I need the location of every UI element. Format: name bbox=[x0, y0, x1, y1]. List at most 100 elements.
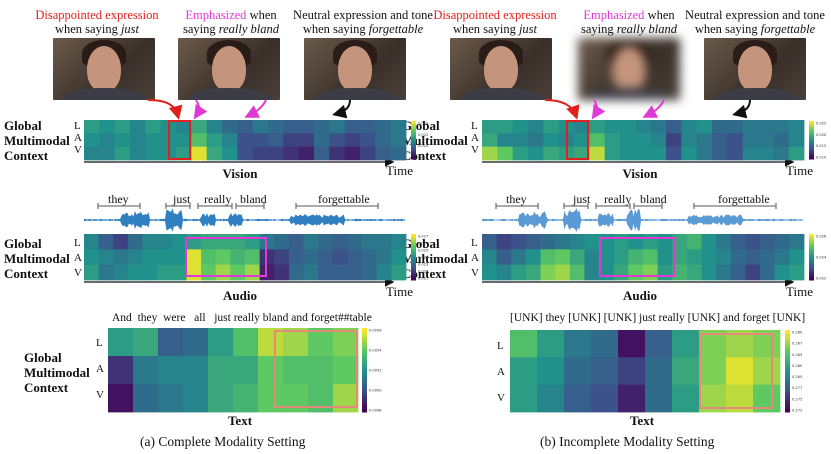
heatmap-cell-vision_left bbox=[176, 120, 192, 134]
heatmap-cell-audio_right bbox=[569, 264, 585, 281]
context-label-vision-left: Global Multimodal Context bbox=[4, 118, 70, 163]
heatmap-cell-text_left bbox=[208, 384, 234, 413]
heatmap-cell-vision_right bbox=[773, 120, 790, 134]
heatmap-cell-text_left bbox=[283, 384, 309, 413]
heatmap-cell-vision_right bbox=[528, 133, 544, 148]
heatmap-cell-vision_left bbox=[314, 146, 330, 161]
heatmap-cell-vision_left bbox=[176, 133, 192, 148]
colorbar-segment-vision_left bbox=[411, 136, 416, 139]
colorbar-segment-audio_left bbox=[411, 257, 416, 260]
heatmap-cell-text_right bbox=[672, 357, 700, 386]
text-tokens-left: And they were all just really bland and … bbox=[112, 312, 372, 324]
heatmap-cell-vision_right bbox=[482, 146, 498, 161]
heatmap-cell-vision_right bbox=[696, 146, 713, 161]
heatmap-cell-audio_right bbox=[672, 234, 688, 250]
colorbar-segment-text_left bbox=[362, 338, 367, 343]
colorbar-segment-vision_left bbox=[411, 125, 416, 128]
colorbar-segment-text_left bbox=[362, 363, 367, 367]
heatmap-cell-text_left bbox=[133, 384, 159, 413]
heatmap-cell-vision_left bbox=[360, 120, 376, 134]
audio-word-bland-right: bland bbox=[640, 192, 667, 206]
arrow-bland-right bbox=[642, 99, 665, 118]
heatmap-cell-text_left bbox=[208, 328, 234, 357]
time-label-audio-left: Time bbox=[386, 284, 413, 299]
colorbar-segment-text_right bbox=[785, 353, 790, 358]
heatmap-cell-text_right bbox=[564, 384, 592, 413]
heatmap-cell-audio_left bbox=[98, 249, 114, 266]
colorbar-segment-vision_left bbox=[411, 152, 416, 155]
colorbar-tick-label: 0.021 bbox=[418, 277, 428, 281]
colorbar-segment-vision_left bbox=[411, 149, 416, 152]
colorbar-segment-text_left bbox=[362, 387, 367, 392]
heatmap-cell-audio_right bbox=[672, 249, 688, 266]
heatmap-cell-audio_left bbox=[274, 249, 290, 266]
heatmap-cell-vision_left bbox=[84, 120, 100, 134]
heatmap-cell-audio_right bbox=[482, 249, 498, 266]
heatmap-cell-vision_left bbox=[222, 146, 238, 161]
heatmap-cell-text_right bbox=[618, 357, 646, 386]
colorbar-segment-audio_left bbox=[411, 249, 416, 252]
heatmap-cell-vision_right bbox=[497, 146, 514, 161]
heatmap-cell-audio_left bbox=[127, 234, 143, 250]
heatmap-cell-audio_left bbox=[274, 264, 290, 281]
heatmap-cell-audio_right bbox=[745, 234, 761, 250]
heatmap-cell-vision_left bbox=[268, 146, 284, 161]
heatmap-cell-vision_right bbox=[696, 120, 713, 134]
colorbar-tick-label: 0.267 bbox=[792, 342, 802, 346]
heatmap-cell-audio_left bbox=[274, 234, 290, 250]
heatmap-cell-audio_left bbox=[215, 264, 231, 281]
colorbar-tick-label: 0.027 bbox=[418, 235, 428, 239]
audio-word-they-left: they bbox=[108, 192, 129, 206]
text-title-right: Text bbox=[629, 413, 655, 428]
heatmap-cell-vision_left bbox=[298, 133, 315, 148]
colorbar-segment-audio_right bbox=[809, 234, 814, 237]
word-bracket-left bbox=[165, 203, 191, 209]
heatmap-cell-audio_left bbox=[303, 234, 319, 250]
heatmap-cell-vision_right bbox=[758, 146, 774, 161]
colorbar-segment-text_right bbox=[785, 401, 790, 406]
heatmap-cell-vision_right bbox=[512, 120, 529, 134]
caption-neutral-right: Neutral expression and tone when saying … bbox=[685, 8, 825, 36]
heatmap-cell-vision_left bbox=[314, 120, 330, 134]
arrow-bland-left bbox=[244, 99, 267, 118]
arrow-forgettable-left bbox=[332, 99, 351, 119]
heatmap-cell-vision_right bbox=[788, 146, 805, 161]
waveform-layer bbox=[84, 208, 803, 232]
colorbar-segment-text_right bbox=[785, 350, 790, 355]
heatmap-cell-vision_right bbox=[727, 133, 744, 148]
colorbar-segment-text_left bbox=[362, 345, 367, 350]
heatmap-cell-vision_left bbox=[99, 146, 116, 161]
colorbar-segment-audio_right bbox=[809, 251, 814, 254]
heatmap-cell-vision_left bbox=[84, 146, 100, 161]
colorbar-segment-vision_left bbox=[411, 138, 416, 141]
heatmap-cell-vision_right bbox=[712, 120, 728, 134]
heatmap-cell-text_right bbox=[537, 357, 565, 386]
colorbar-tick-label: 0.265 bbox=[792, 353, 802, 357]
heatmap-cell-audio_left bbox=[215, 234, 231, 250]
colorbar-segment-text_right bbox=[785, 405, 790, 410]
heatmap-cell-vision_left bbox=[252, 146, 269, 161]
colorbar-segment-vision_left bbox=[411, 154, 416, 157]
heatmap-cell-vision_right bbox=[712, 146, 728, 161]
heatmap-cell-vision_left bbox=[99, 120, 116, 134]
heatmap-cell-vision_left bbox=[130, 120, 146, 134]
heatmap-cell-vision_left bbox=[375, 133, 392, 148]
colorbar-segment-audio_left bbox=[411, 262, 416, 266]
heatmap-cell-text_left bbox=[283, 328, 309, 357]
heatmap-cell-audio_right bbox=[482, 234, 498, 250]
colorbar-tick-label: 0.275 bbox=[792, 397, 802, 401]
colorbar-segment-vision_right bbox=[809, 154, 814, 157]
heatmap-cell-audio_right bbox=[745, 264, 761, 281]
time-label-audio-right: Time bbox=[786, 284, 813, 299]
heatmap-cell-audio_left bbox=[245, 264, 261, 281]
subcaption-left: (a) Complete Modality Setting bbox=[140, 434, 306, 449]
heatmap-cell-vision_right bbox=[543, 133, 560, 148]
colorbar-segment-vision_right bbox=[809, 152, 814, 155]
video-frame-really-bland-right-blurred bbox=[578, 38, 680, 100]
heatmap-cell-audio_left bbox=[157, 249, 173, 266]
colorbar-segment-text_right bbox=[785, 364, 790, 369]
heatmap-cell-audio_left bbox=[98, 234, 114, 250]
heatmap-cell-text_right bbox=[564, 357, 592, 386]
